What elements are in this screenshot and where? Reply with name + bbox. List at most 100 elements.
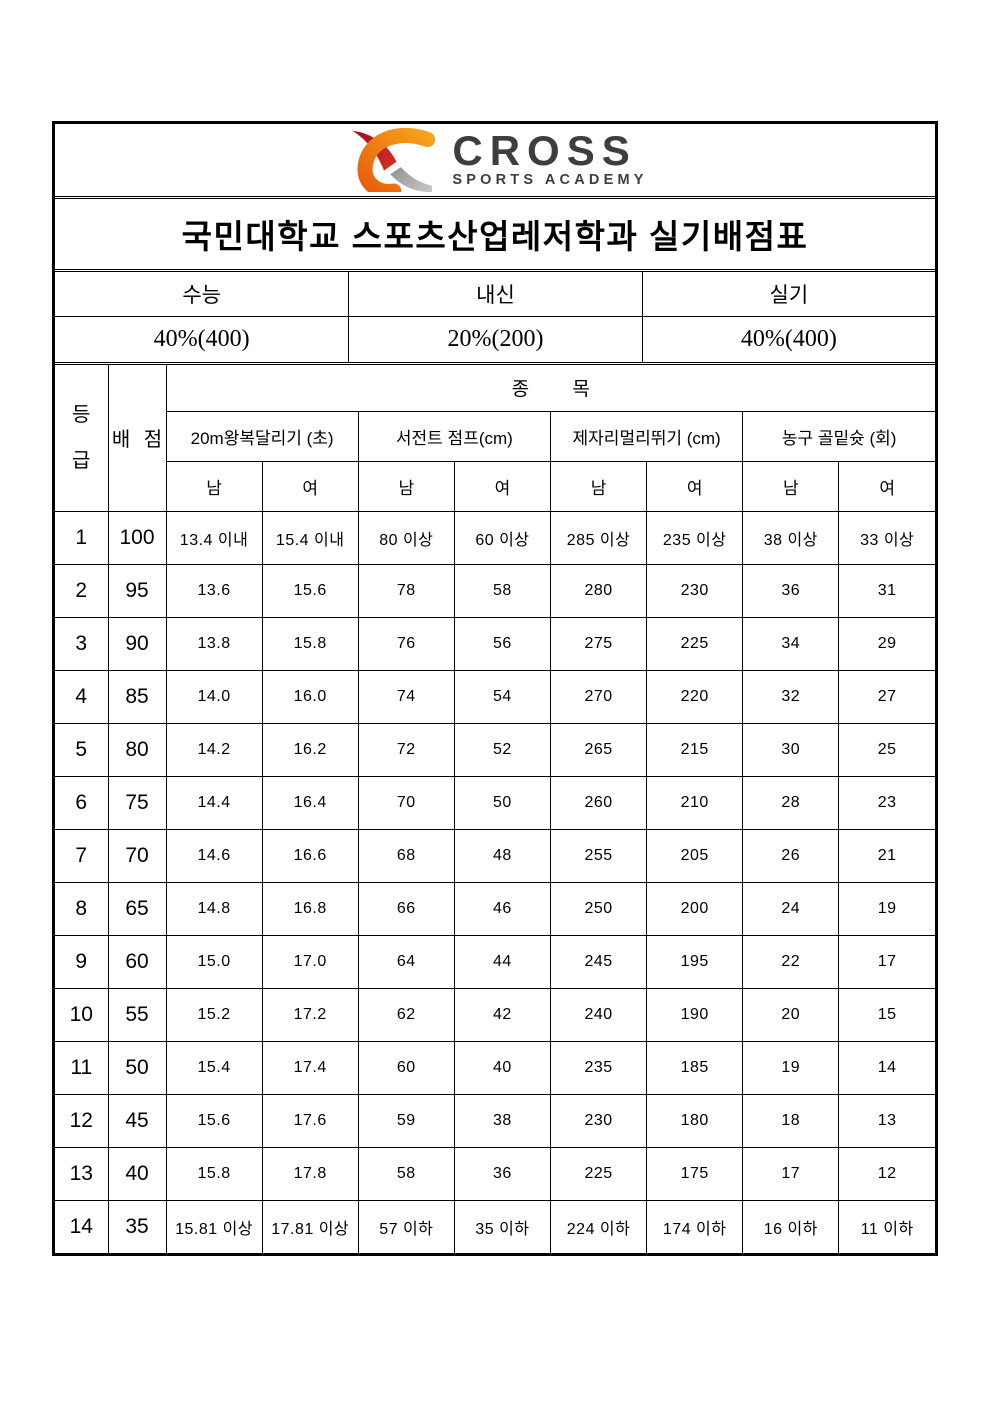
- score-cell: 185: [646, 1040, 744, 1095]
- points-cell: 100: [107, 510, 167, 565]
- points-cell: 65: [107, 881, 167, 936]
- score-cell: 58: [357, 1146, 455, 1201]
- score-cell: 54: [453, 669, 552, 724]
- score-cell: 60 이상: [453, 510, 552, 565]
- score-cell: 56: [453, 616, 552, 671]
- table-row: 1 100 13.4 이내 15.4 이내 80 이상 60 이상 285 이상 235 이상…: [54, 510, 936, 565]
- gender-column-header: 남: [357, 460, 455, 512]
- table-row: 2 95 13.6 15.6 78 58 280 230 36 31: [54, 563, 936, 618]
- table-row: 5 80 14.2 16.2 72 52 265 215 30 25: [54, 722, 936, 777]
- score-cell: 32: [742, 669, 840, 724]
- score-cell: 20: [742, 987, 840, 1042]
- score-cell: 240: [549, 987, 648, 1042]
- score-cell: 68: [357, 828, 455, 883]
- grade-cell: 8: [54, 881, 109, 936]
- score-cell: 14: [838, 1040, 936, 1095]
- score-cell: 285 이상: [549, 510, 648, 565]
- logo: CROSS SPORTS ACADEMY: [55, 124, 935, 196]
- score-cell: 280: [549, 563, 648, 618]
- score-cell: 80 이상: [357, 510, 455, 565]
- score-cell: 24: [742, 881, 840, 936]
- score-cell: 17.0: [261, 934, 359, 989]
- event-header-row: 20m왕복달리기 (초) 서전트 점프(cm) 제자리멀리뛰기 (cm) 농구 골밑슛…: [55, 410, 936, 462]
- score-cell: 58: [453, 563, 552, 618]
- summary-header: 실기: [641, 272, 935, 317]
- score-cell: 25: [838, 722, 936, 777]
- score-cell: 17.4: [261, 1040, 359, 1095]
- score-cell: 265: [549, 722, 648, 777]
- score-cell: 15.4 이내: [261, 510, 359, 565]
- summary-header: 수능: [55, 272, 349, 317]
- score-cell: 15.6: [165, 1093, 263, 1148]
- score-cell: 16 이하: [742, 1199, 840, 1254]
- events-group-header: 종 목: [165, 364, 936, 412]
- divider-double-rule: [55, 269, 935, 272]
- gender-column-header: 여: [261, 460, 359, 512]
- points-cell: 95: [107, 563, 167, 618]
- table-row: 6 75 14.4 16.4 70 50 260 210 28 23: [54, 775, 936, 830]
- score-cell: 210: [646, 775, 744, 830]
- score-cell: 62: [357, 987, 455, 1042]
- table-row: 12 45 15.6 17.6 59 38 230 180 18 13: [54, 1093, 936, 1148]
- logo-text: CROSS SPORTS ACADEMY: [452, 129, 647, 188]
- table-row: 4 85 14.0 16.0 74 54 270 220 32 27: [54, 669, 936, 724]
- score-cell: 16.2: [261, 722, 359, 777]
- grade-column-header-label: 등급: [72, 403, 91, 472]
- grade-cell: 2: [54, 563, 109, 618]
- score-cell: 175: [646, 1146, 744, 1201]
- cross-x-logo-icon: [352, 128, 436, 192]
- score-cell: 14.2: [165, 722, 263, 777]
- grade-cell: 14: [54, 1199, 109, 1254]
- score-cell: 235 이상: [646, 510, 744, 565]
- score-cell: 200: [646, 881, 744, 936]
- score-cell: 48: [453, 828, 552, 883]
- score-cell: 17.6: [261, 1093, 359, 1148]
- score-cell: 250: [549, 881, 648, 936]
- score-cell: 44: [453, 934, 552, 989]
- points-cell: 80: [107, 722, 167, 777]
- gender-column-header: 여: [646, 460, 744, 512]
- points-cell: 70: [107, 828, 167, 883]
- score-cell: 38 이상: [742, 510, 840, 565]
- score-cell: 17: [742, 1146, 840, 1201]
- points-cell: 90: [107, 616, 167, 671]
- score-cell: 255: [549, 828, 648, 883]
- score-cell: 70: [357, 775, 455, 830]
- gender-column-header: 여: [838, 460, 936, 512]
- document-frame: CROSS SPORTS ACADEMY 국민대학교 스포츠산업레저학과 실기배…: [52, 121, 938, 1256]
- score-cell: 50: [453, 775, 552, 830]
- event-column-header: 서전트 점프(cm): [357, 410, 552, 462]
- points-cell: 45: [107, 1093, 167, 1148]
- score-cell: 33 이상: [838, 510, 936, 565]
- points-cell: 40: [107, 1146, 167, 1201]
- grade-cell: 6: [54, 775, 109, 830]
- summary-value: 20%(200): [348, 317, 641, 362]
- gender-column-header: 남: [742, 460, 840, 512]
- score-cell: 14.6: [165, 828, 263, 883]
- score-cell: 13: [838, 1093, 936, 1148]
- score-cell: 72: [357, 722, 455, 777]
- score-cell: 18: [742, 1093, 840, 1148]
- score-cell: 225: [549, 1146, 648, 1201]
- score-cell: 78: [357, 563, 455, 618]
- score-cell: 14.8: [165, 881, 263, 936]
- score-cell: 31: [838, 563, 936, 618]
- score-cell: 260: [549, 775, 648, 830]
- score-cell: 23: [838, 775, 936, 830]
- score-cell: 35 이하: [453, 1199, 552, 1254]
- gender-column-header: 여: [453, 460, 552, 512]
- grade-cell: 4: [54, 669, 109, 724]
- score-cell: 74: [357, 669, 455, 724]
- score-cell: 36: [742, 563, 840, 618]
- score-cell: 13.4 이내: [165, 510, 263, 565]
- score-cell: 17.81 이상: [261, 1199, 359, 1254]
- score-cell: 26: [742, 828, 840, 883]
- score-cell: 36: [453, 1146, 552, 1201]
- gender-column-header: 남: [549, 460, 648, 512]
- grade-cell: 3: [54, 616, 109, 671]
- score-cell: 16.0: [261, 669, 359, 724]
- points-column-header: 배 점: [107, 364, 167, 512]
- score-cell: 42: [453, 987, 552, 1042]
- score-cell: 34: [742, 616, 840, 671]
